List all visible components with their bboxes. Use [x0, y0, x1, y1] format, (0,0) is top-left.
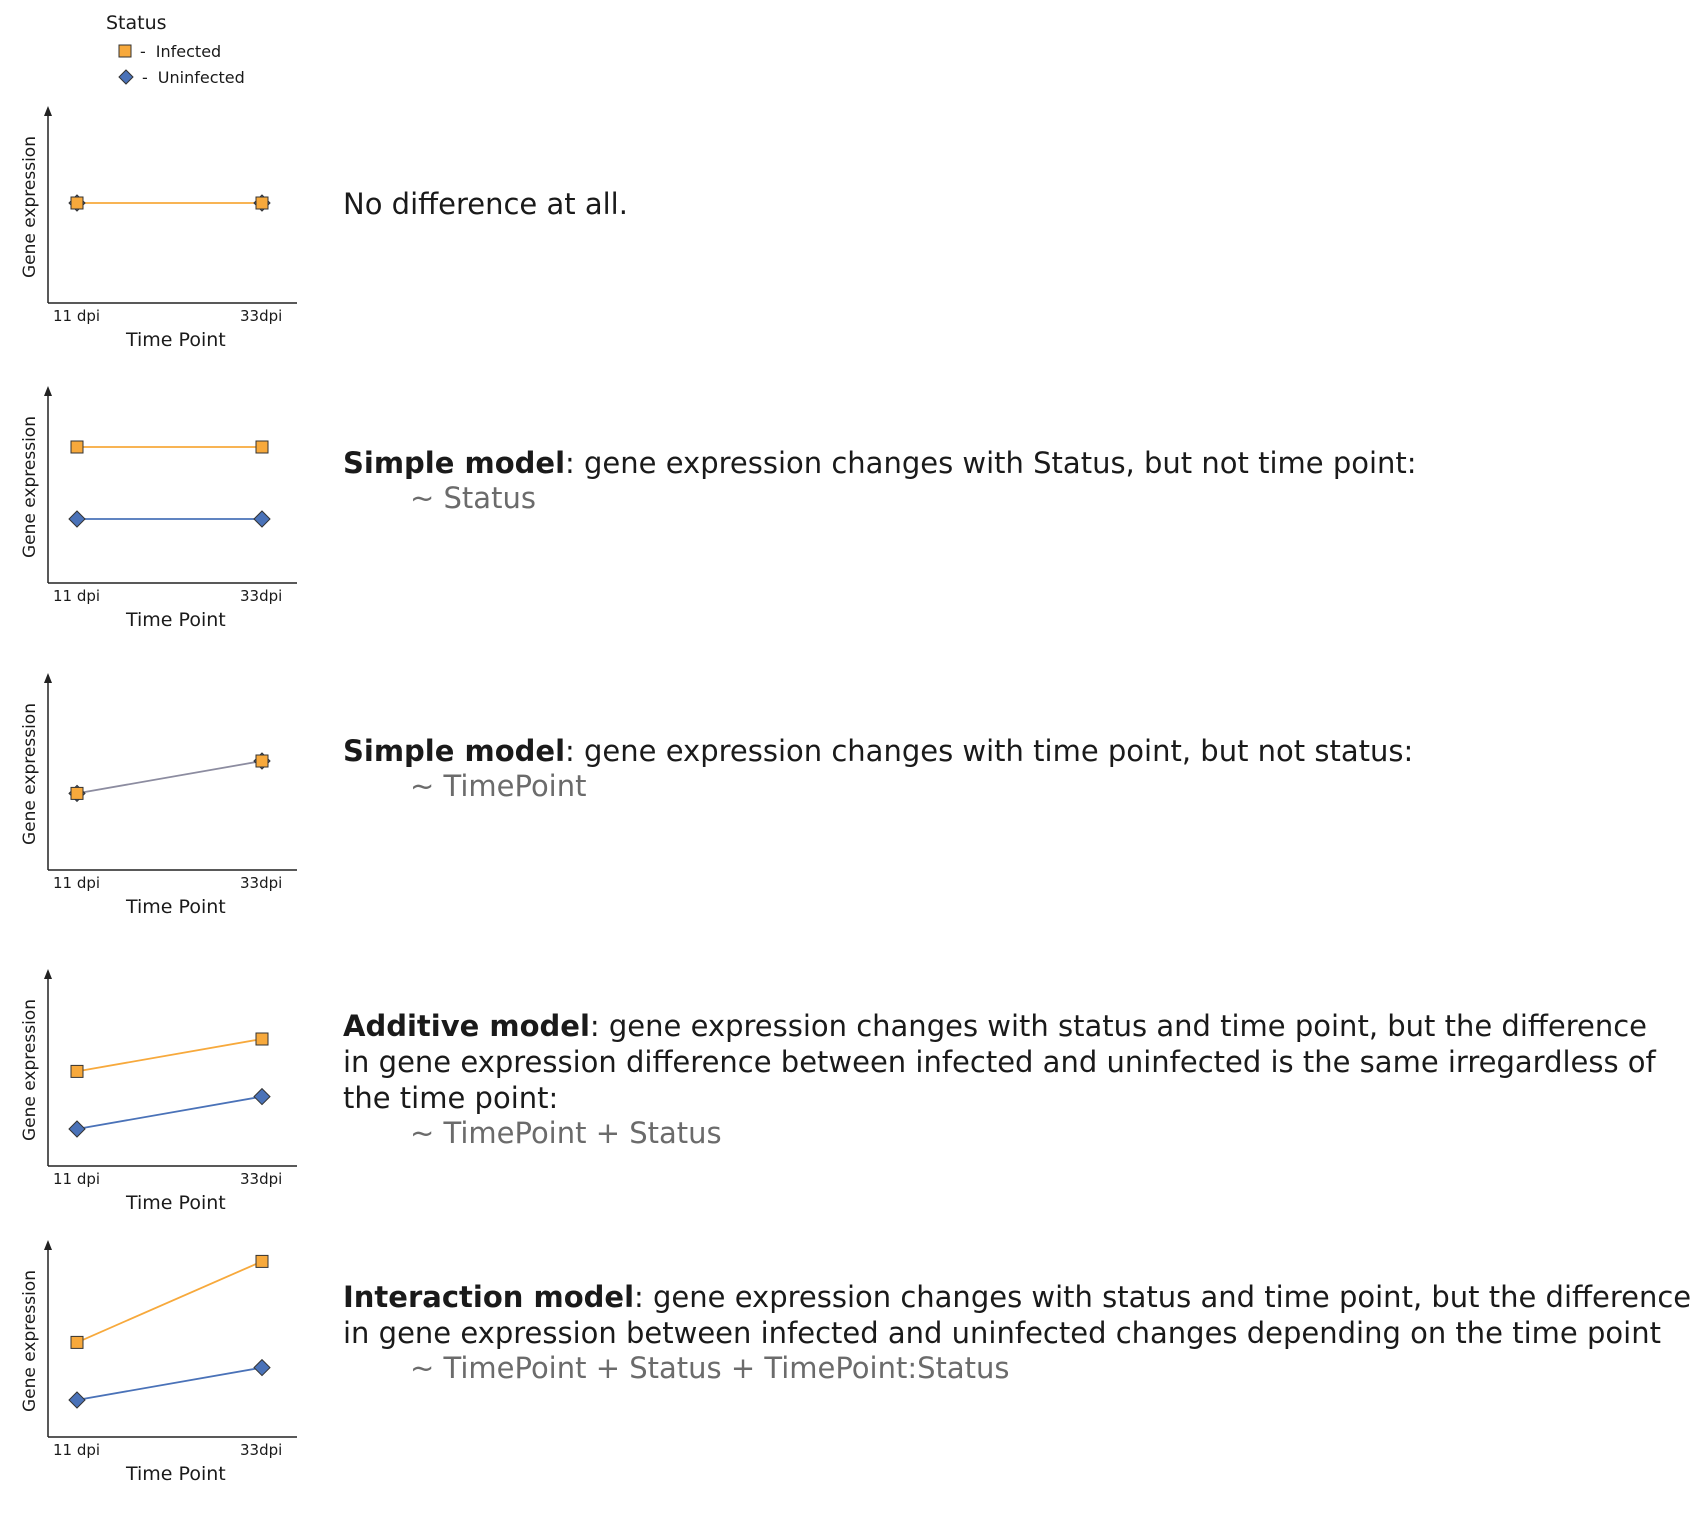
legend-item-infected: - Infected	[118, 38, 245, 64]
diamond-marker-icon	[118, 69, 134, 85]
chart-area	[44, 673, 297, 871]
legend: Status - Infected - Uninfected	[106, 12, 245, 90]
y-axis-label: Gene expression	[20, 136, 40, 278]
x-axis-label: Time Point	[126, 609, 226, 631]
x-axis-label: Time Point	[126, 1192, 226, 1214]
description-interaction-model: Interaction model: gene expression chang…	[343, 1279, 1691, 1351]
description-status-model: Simple model: gene expression changes wi…	[343, 445, 1417, 481]
formula: ~ TimePoint	[410, 769, 587, 803]
panel-timepoint-model: Gene expression 11 dpi 33dpi Time Point	[0, 665, 300, 965]
square-marker-icon	[118, 44, 132, 58]
description-timepoint-model: Simple model: gene expression changes wi…	[343, 733, 1413, 769]
x-tick-label: 11 dpi	[53, 587, 101, 605]
y-axis-arrow-icon	[44, 969, 52, 979]
chart-area	[44, 1240, 297, 1438]
data-point-infected	[70, 1335, 84, 1349]
data-point-uninfected	[253, 1358, 271, 1377]
y-axis-label: Gene expression	[20, 1270, 40, 1412]
description-text: : gene expression changes with time poin…	[565, 734, 1414, 768]
panel-status-model: Gene expression 11 dpi 33dpi Time Point	[0, 378, 300, 678]
y-axis-label: Gene expression	[20, 703, 40, 845]
model-name: Simple model	[343, 734, 566, 768]
panel-no-difference: Gene expression 11 dpi 33dpi Time Point	[0, 98, 300, 398]
x-tick-label: 11 dpi	[53, 1441, 101, 1459]
y-axis-arrow-icon	[44, 673, 52, 683]
formula: ~ TimePoint + Status + TimePoint:Status	[410, 1351, 1010, 1385]
x-tick-label: 33dpi	[240, 307, 283, 325]
data-point-uninfected	[253, 510, 271, 528]
x-tick-label: 33dpi	[240, 587, 283, 605]
chart-area	[44, 386, 297, 584]
data-point-uninfected	[68, 1391, 86, 1409]
data-point-infected	[255, 1032, 269, 1046]
y-axis-label: Gene expression	[20, 999, 40, 1141]
series-line-uninfected	[76, 1095, 263, 1130]
legend-label-infected: Infected	[155, 41, 222, 61]
legend-label-uninfected: Uninfected	[157, 67, 245, 87]
data-point-infected	[70, 440, 84, 454]
x-tick-label: 33dpi	[240, 1441, 283, 1459]
description-additive-model: Additive model: gene expression changes …	[343, 1008, 1656, 1116]
legend-title: Status	[106, 12, 167, 34]
data-point-infected	[255, 196, 269, 210]
x-axis-label: Time Point	[126, 1463, 226, 1485]
description-no-difference: No difference at all.	[343, 186, 628, 222]
data-point-uninfected	[253, 1087, 271, 1106]
panel-additive-model: Gene expression 11 dpi 33dpi Time Point	[0, 961, 300, 1261]
y-axis-arrow-icon	[44, 106, 52, 116]
x-tick-label: 33dpi	[240, 874, 283, 892]
description-text: : gene expression changes with status an…	[589, 1009, 1648, 1043]
description-text: : gene expression changes with status an…	[634, 1280, 1692, 1314]
formula: ~ Status	[410, 481, 536, 515]
data-point-infected	[255, 440, 269, 454]
y-axis-arrow-icon	[44, 386, 52, 396]
x-tick-label: 11 dpi	[53, 1170, 101, 1188]
description-text: in gene expression between infected and …	[343, 1316, 1661, 1350]
series-line-infected	[76, 1260, 263, 1344]
data-point-infected	[70, 196, 84, 210]
data-point-infected	[255, 754, 269, 768]
panel-interaction-model: Gene expression 11 dpi 33dpi Time Point	[0, 1232, 300, 1532]
series-line-uninfected	[76, 1366, 263, 1401]
legend-dash: -	[142, 67, 148, 87]
data-point-infected	[70, 1064, 84, 1078]
series-line-infected	[76, 1038, 263, 1073]
data-point-uninfected	[68, 510, 86, 528]
x-tick-label: 11 dpi	[53, 874, 101, 892]
description-text: : gene expression changes with Status, b…	[565, 446, 1417, 480]
description-text: in gene expression difference between in…	[343, 1045, 1656, 1079]
x-tick-label: 11 dpi	[53, 307, 101, 325]
y-axis-label: Gene expression	[20, 416, 40, 558]
chart-area	[44, 106, 297, 304]
x-axis-label: Time Point	[126, 329, 226, 351]
chart-area	[44, 969, 297, 1167]
legend-dash: -	[140, 41, 146, 61]
formula: ~ TimePoint + Status	[410, 1116, 722, 1150]
x-axis-label: Time Point	[126, 896, 226, 918]
data-point-infected	[70, 786, 84, 800]
legend-item-uninfected: - Uninfected	[118, 64, 245, 90]
data-point-infected	[255, 1254, 269, 1268]
x-tick-label: 33dpi	[240, 1170, 283, 1188]
data-point-uninfected	[68, 1120, 86, 1138]
model-name: Additive model	[343, 1009, 590, 1043]
description-text: No difference at all.	[343, 187, 628, 221]
description-text: the time point:	[343, 1081, 559, 1115]
model-name: Simple model	[343, 446, 566, 480]
series-line-overlap	[76, 760, 263, 795]
model-name: Interaction model	[343, 1280, 635, 1314]
y-axis-arrow-icon	[44, 1240, 52, 1250]
